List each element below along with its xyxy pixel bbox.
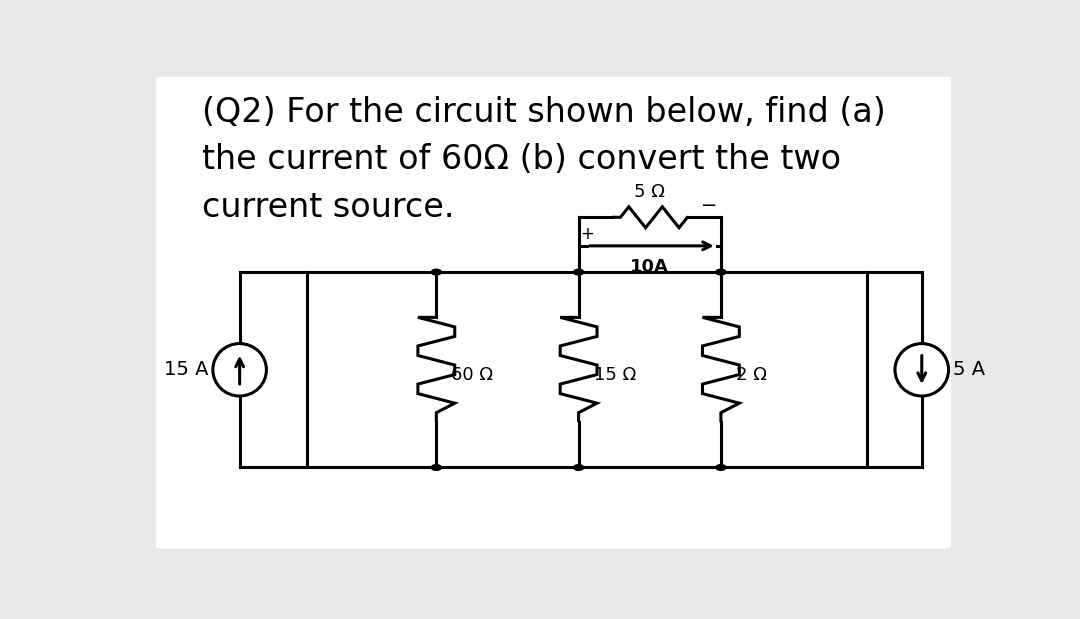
Text: 5 Ω: 5 Ω bbox=[634, 183, 665, 201]
Circle shape bbox=[573, 465, 583, 470]
Circle shape bbox=[431, 269, 442, 275]
Text: 15 Ω: 15 Ω bbox=[594, 366, 636, 384]
Circle shape bbox=[716, 269, 726, 275]
Circle shape bbox=[716, 465, 726, 470]
Text: (Q2) For the circuit shown below, find (a): (Q2) For the circuit shown below, find (… bbox=[202, 96, 886, 129]
Text: +: + bbox=[580, 225, 594, 243]
Text: 60 Ω: 60 Ω bbox=[451, 366, 494, 384]
Text: 10A: 10A bbox=[631, 258, 670, 276]
Text: −: − bbox=[701, 196, 717, 215]
Text: the current of 60Ω (b) convert the two: the current of 60Ω (b) convert the two bbox=[202, 144, 841, 176]
Text: 5 A: 5 A bbox=[953, 360, 985, 379]
Text: 15 A: 15 A bbox=[164, 360, 208, 379]
Circle shape bbox=[431, 465, 442, 470]
Text: current source.: current source. bbox=[202, 191, 455, 224]
Text: 2 Ω: 2 Ω bbox=[735, 366, 767, 384]
Ellipse shape bbox=[895, 344, 948, 396]
FancyBboxPatch shape bbox=[156, 77, 951, 548]
Circle shape bbox=[573, 269, 583, 275]
Ellipse shape bbox=[213, 344, 267, 396]
